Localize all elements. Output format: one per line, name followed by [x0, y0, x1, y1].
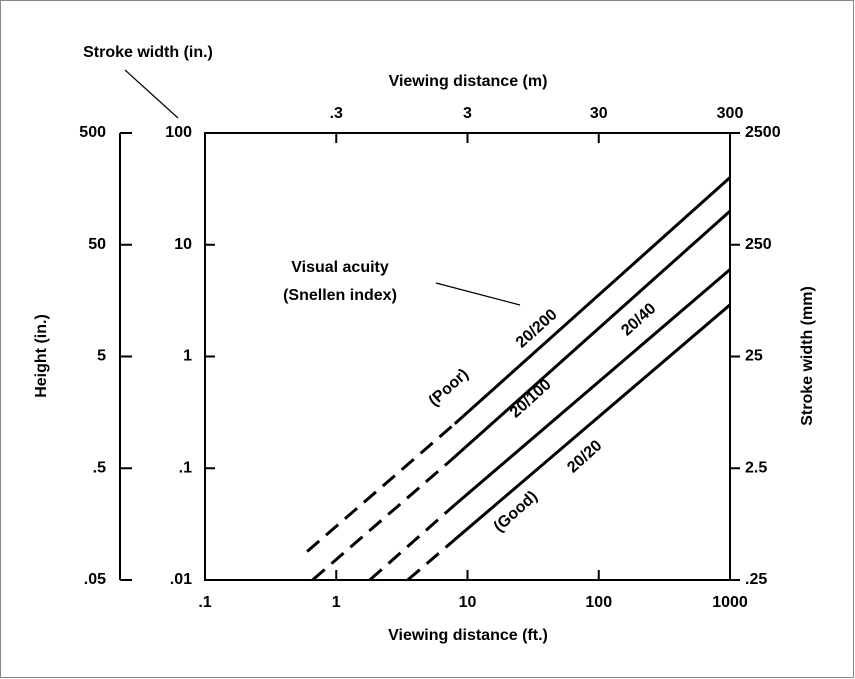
annotation: (Snellen index) [283, 287, 397, 304]
tick-label: 250 [745, 236, 772, 253]
y2-axis-title: Stroke width (mm) [799, 286, 816, 426]
line-segment [453, 176, 732, 425]
y-axis-title: Stroke width (in.) [83, 44, 213, 61]
tick-label: .3 [330, 105, 343, 122]
leader-line [435, 282, 521, 306]
tick-label: 3 [463, 105, 472, 122]
tick-label: 1000 [712, 594, 748, 611]
tick-label: 30 [590, 105, 608, 122]
tick-label: .5 [93, 459, 106, 476]
x-axis-title: Viewing distance (ft.) [388, 627, 548, 644]
series-label: 20/20 [564, 437, 605, 477]
tick-label: 2500 [745, 124, 781, 141]
tick-label: .05 [84, 571, 106, 588]
tick-label: .01 [170, 571, 192, 588]
tick-label: .1 [179, 459, 192, 476]
line-segment [406, 538, 456, 582]
line-segment [368, 503, 456, 582]
annotation: (Good) [491, 488, 541, 536]
plot-frame [204, 132, 731, 581]
tick-label: 5 [97, 348, 106, 365]
series-label: 20/100 [507, 376, 555, 421]
tick-label: 500 [79, 124, 106, 141]
x2-axis-title: Viewing distance (m) [389, 73, 548, 90]
line-segment [453, 268, 731, 507]
tick-label: 10 [174, 236, 192, 253]
tick-label: 2.5 [745, 459, 767, 476]
tick-label: 100 [585, 594, 612, 611]
line-segment [311, 458, 453, 582]
leader-line [124, 69, 179, 119]
tick-label: 10 [459, 594, 477, 611]
line-segment [453, 303, 731, 541]
tick-label: .25 [745, 571, 767, 588]
y3-axis-title: Height (in.) [33, 314, 50, 398]
tick-label: 100 [165, 124, 192, 141]
annotation: (Poor) [426, 366, 472, 410]
tick-label: 1 [332, 594, 341, 611]
line-segment [306, 422, 456, 553]
annotation: Visual acuity [291, 259, 389, 276]
tick-label: 300 [717, 105, 744, 122]
tick-label: 50 [88, 236, 106, 253]
series-label: 20/200 [513, 306, 561, 351]
tick-label: 25 [745, 348, 763, 365]
tick-label: 1 [183, 348, 192, 365]
tick-label: .1 [198, 594, 211, 611]
line-segment [450, 209, 731, 461]
